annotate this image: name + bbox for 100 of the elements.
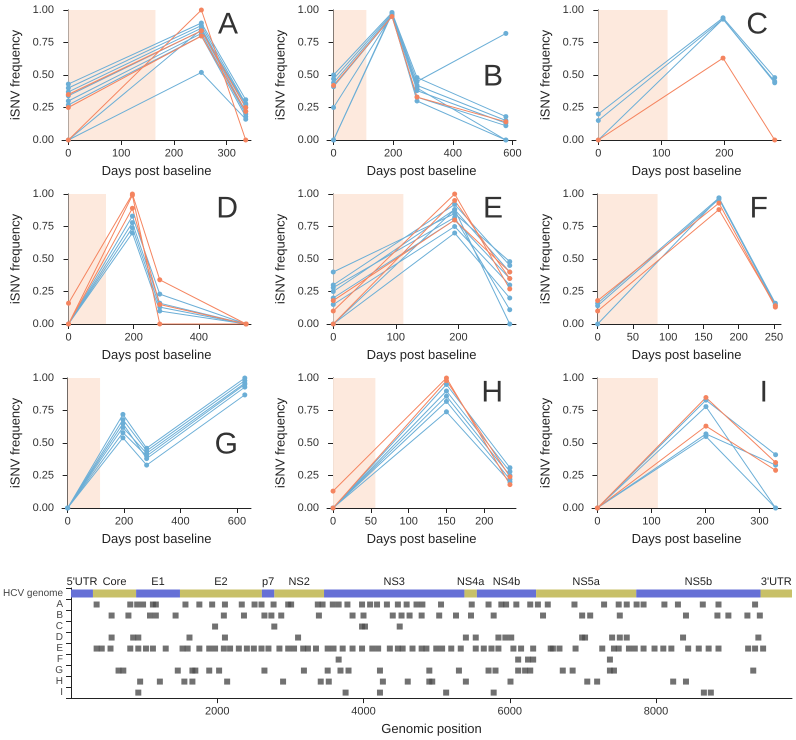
y-tick-label: 0.50 <box>298 437 319 449</box>
x-tick-label: 200 <box>384 148 402 160</box>
series-label: NS4b <box>492 576 520 588</box>
y-tick-label: HCV genome <box>3 588 64 600</box>
y-tick-label: A <box>56 599 64 610</box>
chart-title: D <box>216 192 238 224</box>
y-tick-label: 0.25 <box>298 470 319 482</box>
series-label: NS4a <box>456 576 486 588</box>
y-tick-label: 1.00 <box>298 372 319 384</box>
y-tick-label: E <box>56 643 64 654</box>
x-tick-label: 200 <box>124 332 143 344</box>
y-tick-label: 0.00 <box>298 502 319 514</box>
x-tick-label: 2000 <box>205 706 230 718</box>
y-tick-label: 0.00 <box>562 502 584 514</box>
y-tick-label: 0.50 <box>562 253 584 265</box>
y-tick-label: 0.75 <box>32 220 54 232</box>
x-axis-title: Days post baseline <box>102 163 212 178</box>
x-tick-label: 0 <box>65 332 72 344</box>
x-tick-label: 150 <box>694 332 713 344</box>
y-tick-label: 1.00 <box>562 4 584 16</box>
x-tick-label: 0 <box>330 332 336 344</box>
series-label: p7 <box>262 576 274 588</box>
x-tick-label: 0 <box>595 148 602 160</box>
y-tick-label: 1.00 <box>32 4 54 16</box>
text: B <box>482 60 504 92</box>
x-axis-title: Days post baseline <box>632 347 742 362</box>
series-label: NS3 <box>384 576 405 588</box>
chart-title: A <box>218 8 238 40</box>
text: G <box>214 428 238 460</box>
y-tick-label: 0.50 <box>298 253 319 265</box>
x-tick-label: 100 <box>112 148 130 160</box>
x-tick-label: 300 <box>218 148 236 160</box>
y-tick-label: 0.75 <box>298 404 319 416</box>
chart-title: I <box>760 376 768 408</box>
x-tick-label: 100 <box>399 516 418 528</box>
x-tick-label: 50 <box>626 332 640 344</box>
x-tick-label: 6000 <box>498 706 522 718</box>
x-tick-label: 100 <box>386 332 406 344</box>
y-tick-label: 0.00 <box>562 318 584 330</box>
x-axis-title: Days post baseline <box>102 531 212 546</box>
y-tick-label: 0.25 <box>298 102 319 114</box>
y-tick-label: 0.25 <box>32 286 54 298</box>
y-tick-label: D <box>56 632 64 644</box>
y-tick-label: 0.25 <box>32 470 54 482</box>
chart-title: E <box>482 192 504 224</box>
y-tick-label: I <box>60 687 64 698</box>
chart-title: F <box>750 192 768 224</box>
x-axis-title: Days post baseline <box>632 531 742 546</box>
y-tick-label: 0.50 <box>562 437 584 449</box>
series-label: E2 <box>214 576 228 588</box>
y-tick-label: 0.00 <box>298 318 319 330</box>
y-axis-title: iSNV frequency <box>538 213 553 304</box>
x-tick-label: 250 <box>764 332 784 344</box>
chart-title: H <box>481 376 504 408</box>
y-tick-label: 0.00 <box>32 502 54 514</box>
y-tick-label: 1.00 <box>32 372 54 384</box>
y-axis-title: iSNV frequency <box>8 397 23 488</box>
x-tick-label: 0 <box>65 148 72 160</box>
y-tick-label: 0.50 <box>32 69 54 81</box>
y-tick-label: 0.25 <box>562 470 584 482</box>
y-tick-label: 1.00 <box>298 4 319 16</box>
y-tick-label: 0.50 <box>562 69 584 81</box>
x-tick-label: 300 <box>750 516 769 528</box>
x-tick-label: 400 <box>171 516 190 528</box>
x-tick-label: 200 <box>475 516 494 528</box>
x-tick-label: 200 <box>715 148 734 160</box>
x-tick-label: 100 <box>652 148 670 160</box>
x-tick-label: 0 <box>330 148 337 160</box>
x-tick-label: 0 <box>594 516 600 528</box>
y-tick-label: 0.25 <box>562 102 584 114</box>
y-tick-label: F <box>56 654 64 666</box>
y-axis-title: iSNV frequency <box>8 29 23 120</box>
x-tick-label: 200 <box>730 332 748 344</box>
x-tick-label: 100 <box>642 516 661 528</box>
y-tick-label: 0.75 <box>32 404 54 416</box>
series-label: 5'UTR <box>66 576 98 588</box>
series-label: 3'UTR <box>760 576 792 588</box>
y-tick-label: 0.00 <box>298 134 319 146</box>
series-label: E1 <box>151 576 165 588</box>
y-tick-label: 0.00 <box>562 134 584 146</box>
y-tick-label: 0.50 <box>32 253 54 265</box>
y-tick-label: H <box>56 676 64 688</box>
y-axis-title: iSNV frequency <box>272 213 288 304</box>
x-tick-label: 100 <box>658 332 678 344</box>
x-tick-label: 0 <box>594 332 601 344</box>
x-tick-label: 150 <box>437 516 456 528</box>
y-tick-label: 0.50 <box>32 437 54 449</box>
x-tick-label: 50 <box>364 516 377 528</box>
y-tick-label: 0.25 <box>562 286 584 298</box>
series-label: Core <box>102 576 126 588</box>
x-tick-label: 0 <box>64 516 71 528</box>
x-tick-label: 200 <box>164 148 184 160</box>
y-tick-label: G <box>55 665 64 676</box>
y-tick-label: 0.50 <box>298 69 319 81</box>
y-axis-title: iSNV frequency <box>538 29 553 120</box>
y-tick-label: 1.00 <box>32 188 54 200</box>
y-axis-title: iSNV frequency <box>272 397 288 488</box>
x-axis-title: Days post baseline <box>366 347 476 362</box>
x-tick-label: 200 <box>114 516 134 528</box>
y-tick-label: 1.00 <box>562 188 584 200</box>
